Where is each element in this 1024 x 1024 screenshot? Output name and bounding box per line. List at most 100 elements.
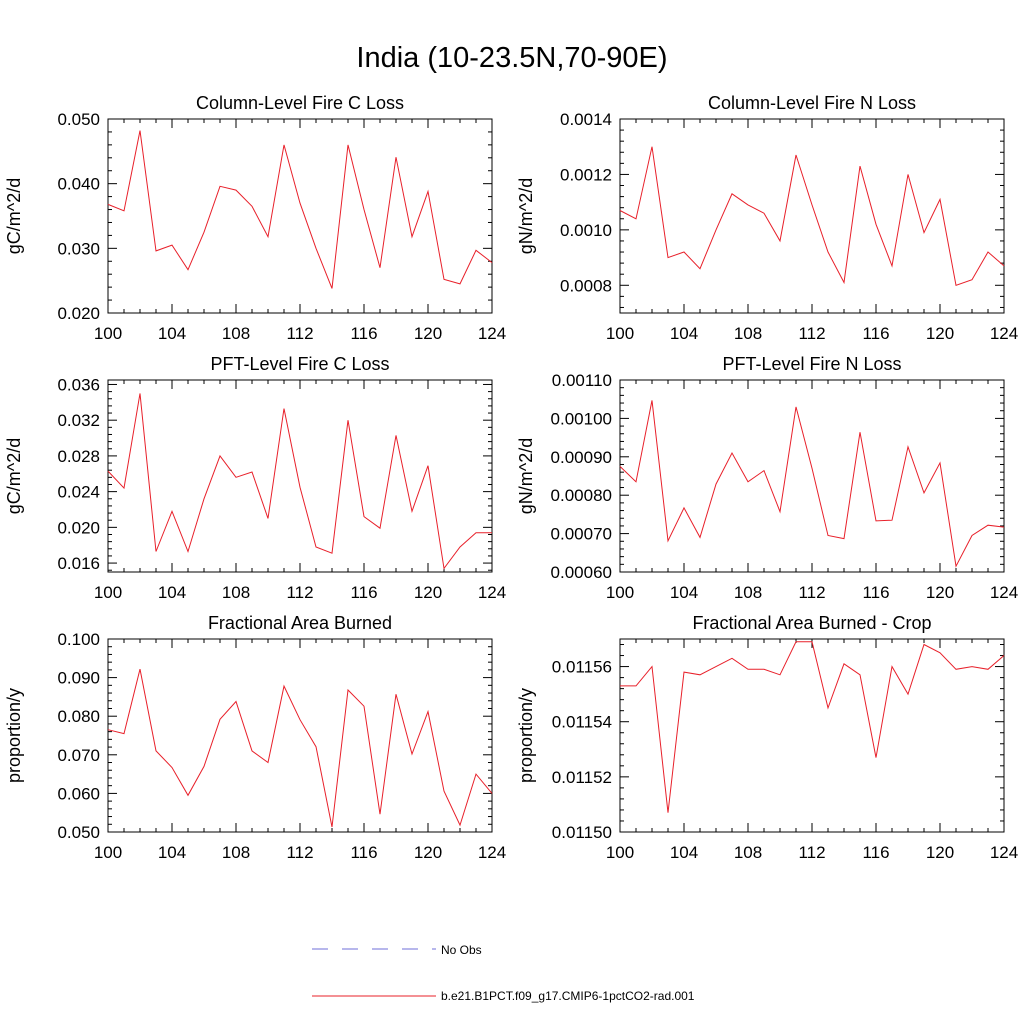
x-tick-label: 124 <box>990 583 1018 602</box>
y-tick-label: 0.016 <box>57 554 100 573</box>
x-tick-label: 104 <box>670 843 698 862</box>
x-tick-label: 108 <box>222 324 250 343</box>
x-tick-label: 120 <box>926 843 954 862</box>
y-tick-label: 0.0012 <box>560 165 612 184</box>
y-axis-label: gC/m^2/d <box>4 438 24 514</box>
y-tick-label: 0.01150 <box>552 823 612 842</box>
x-tick-label: 104 <box>670 324 698 343</box>
y-tick-label: 0.100 <box>57 630 100 649</box>
y-tick-label: 0.040 <box>57 175 100 194</box>
y-tick-label: 0.090 <box>57 669 100 688</box>
chart-title: Fractional Area Burned <box>208 613 392 633</box>
x-tick-label: 112 <box>286 583 313 602</box>
chart-title: PFT-Level Fire N Loss <box>722 354 901 374</box>
y-tick-label: 0.0010 <box>560 221 612 240</box>
chart-title: Column-Level Fire C Loss <box>196 93 404 113</box>
y-tick-label: 0.00090 <box>551 448 612 467</box>
series-line <box>107 130 493 289</box>
chart-title: Column-Level Fire N Loss <box>708 93 916 113</box>
x-tick-label: 112 <box>798 324 825 343</box>
x-tick-label: 120 <box>926 583 954 602</box>
x-tick-label: 116 <box>862 324 889 343</box>
y-tick-label: 0.01154 <box>552 713 612 732</box>
x-tick-label: 116 <box>862 843 889 862</box>
y-tick-label: 0.00110 <box>552 371 612 390</box>
y-tick-label: 0.00070 <box>551 525 612 544</box>
y-tick-label: 0.020 <box>57 304 100 323</box>
series-line <box>107 393 492 570</box>
y-tick-label: 0.01152 <box>552 768 612 787</box>
x-tick-label: 108 <box>222 583 250 602</box>
x-tick-label: 112 <box>286 324 313 343</box>
x-tick-label: 120 <box>926 324 954 343</box>
y-tick-label: 0.050 <box>57 110 100 129</box>
x-tick-label: 104 <box>670 583 698 602</box>
x-tick-label: 104 <box>158 583 186 602</box>
x-tick-label: 124 <box>478 843 506 862</box>
series-line <box>619 146 1005 286</box>
x-tick-label: 108 <box>734 843 762 862</box>
y-tick-label: 0.024 <box>57 483 100 502</box>
x-tick-label: 120 <box>414 583 442 602</box>
chart-panel-2: Column-Level Fire N Loss gN/m^2/d 100 104 10… <box>516 93 1018 343</box>
series-line <box>619 400 1005 568</box>
page-title: India (10-23.5N,70-90E) <box>356 42 668 74</box>
y-tick-label: 0.01156 <box>552 658 612 677</box>
x-tick-label: 112 <box>286 843 313 862</box>
x-tick-label: 100 <box>606 324 634 343</box>
y-axis-label: gN/m^2/d <box>516 178 536 254</box>
x-tick-label: 100 <box>606 843 634 862</box>
series-line <box>107 668 493 828</box>
x-tick-label: 112 <box>798 583 825 602</box>
x-tick-label: 108 <box>222 843 250 862</box>
x-tick-label: 100 <box>94 583 122 602</box>
y-tick-label: 0.060 <box>57 784 100 803</box>
x-tick-label: 100 <box>94 843 122 862</box>
chart-panel-4: PFT-Level Fire N Loss gN/m^2/d 100 104 108 11… <box>516 354 1018 602</box>
x-tick-label: 104 <box>158 843 186 862</box>
x-tick-label: 104 <box>158 324 186 343</box>
y-tick-label: 0.080 <box>57 707 100 726</box>
y-tick-label: 0.00060 <box>551 563 612 582</box>
x-tick-label: 116 <box>350 843 377 862</box>
y-tick-label: 0.032 <box>57 411 100 430</box>
x-tick-label: 112 <box>798 843 825 862</box>
plot-frame <box>107 118 493 314</box>
y-tick-label: 0.070 <box>57 746 100 765</box>
x-tick-label: 120 <box>414 324 442 343</box>
y-axis-label: proportion/y <box>516 688 536 783</box>
plot-frame <box>619 118 1005 314</box>
plot-frame <box>107 638 493 833</box>
x-tick-label: 100 <box>606 583 634 602</box>
y-tick-label: 0.030 <box>57 239 100 258</box>
x-tick-label: 124 <box>990 843 1018 862</box>
y-tick-label: 0.0014 <box>560 110 612 129</box>
chart-title: PFT-Level Fire C Loss <box>210 354 389 374</box>
x-tick-label: 100 <box>94 324 122 343</box>
x-tick-label: 124 <box>478 324 506 343</box>
x-tick-label: 124 <box>478 583 506 602</box>
y-tick-label: 0.020 <box>57 518 100 537</box>
y-tick-label: 0.036 <box>57 375 100 394</box>
y-axis-label: gN/m^2/d <box>516 438 536 514</box>
chart-panel-5: Fractional Area Burned proportion/y 100 104… <box>4 613 506 862</box>
x-tick-label: 120 <box>414 843 442 862</box>
plot-frame <box>107 379 493 573</box>
y-tick-label: 0.0008 <box>560 276 612 295</box>
chart-panel-6: Fractional Area Burned - Crop proportion/… <box>516 613 1018 862</box>
y-axis-label: proportion/y <box>4 688 24 783</box>
y-tick-label: 0.00080 <box>551 486 612 505</box>
x-tick-label: 124 <box>990 324 1018 343</box>
x-tick-label: 116 <box>350 583 377 602</box>
chart-title: Fractional Area Burned - Crop <box>692 613 931 633</box>
x-tick-label: 108 <box>734 324 762 343</box>
plot-frame <box>619 379 1005 573</box>
x-tick-label: 116 <box>862 583 889 602</box>
y-tick-label: 0.00100 <box>551 409 612 428</box>
x-tick-label: 116 <box>350 324 377 343</box>
x-tick-label: 108 <box>734 583 762 602</box>
chart-panel-1: Column-Level Fire C Loss gC/m^2/d 100 104 10… <box>4 93 506 343</box>
y-tick-label: 0.050 <box>57 823 100 842</box>
series-line <box>620 641 1005 813</box>
plot-frame <box>619 638 1005 833</box>
